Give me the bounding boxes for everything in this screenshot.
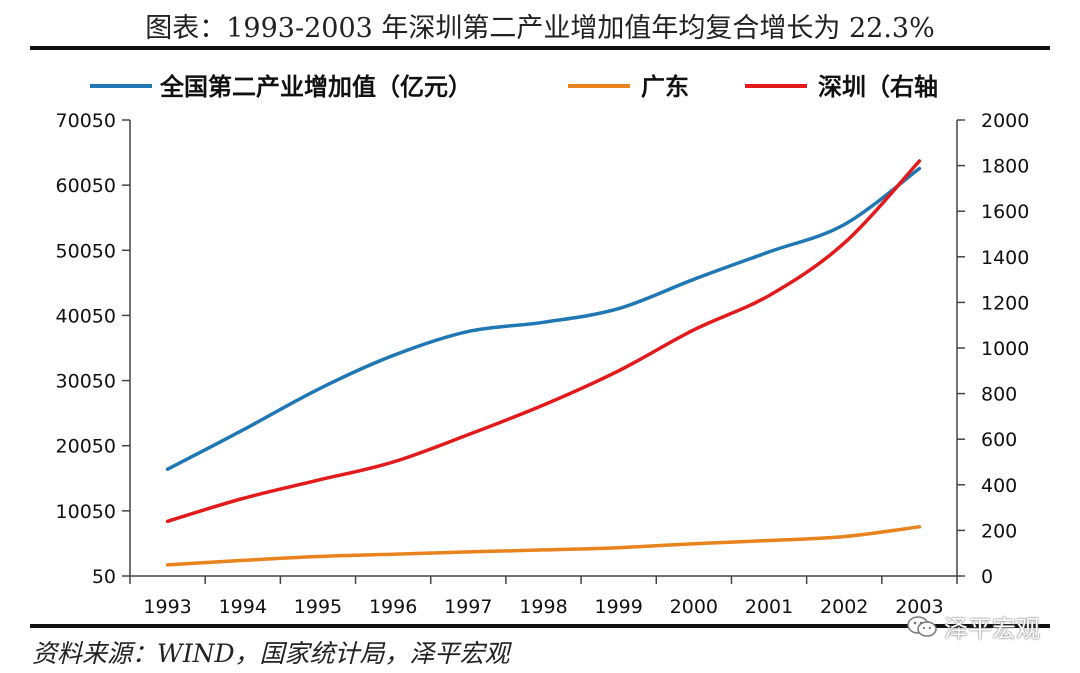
y-right-tick-label: 200 [981,520,1017,542]
legend-label: 广东 [641,73,689,101]
y-left-tick-label: 10050 [56,501,116,523]
x-tick-label: 2002 [820,596,868,618]
chart-title: 图表：1993-2003 年深圳第二产业增加值年均复合增长为 22.3% [145,13,935,44]
legend-item-guangdong: 广东 [568,73,689,101]
y-left-tick-label: 20050 [56,436,116,458]
y-left-tick-label: 60050 [56,175,116,197]
watermark: 泽平宏观 [906,609,1040,644]
y-left-tick-label: 50 [92,566,116,588]
legend-item-national: 全国第二产业增加值（亿元） [90,73,472,101]
x-tick-label: 2001 [745,596,793,618]
y-left-tick-label: 70050 [56,110,116,132]
y-left-tick-label: 50050 [56,240,116,262]
legend-label: 深圳（右轴 [818,73,938,101]
x-tick-label: 2000 [670,596,718,618]
y-right-tick-label: 2000 [981,110,1029,132]
axes: 50 10050 20050 30050 40050 50050 60050 70050 0 20… [56,110,1030,618]
x-tick-label: 1997 [444,596,492,618]
series-line-shenzhen [165,159,922,524]
legend: 全国第二产业增加值（亿元） 广东 深圳（右轴 [90,73,938,101]
watermark-text: 泽平宏观 [944,615,1040,643]
bottom-rule [30,624,1050,628]
y-left-tick-label: 30050 [56,371,116,393]
series-line-national [165,166,922,471]
y-right-tick-label: 1600 [981,201,1029,223]
wechat-icon [907,615,937,637]
y-right-tick-label: 600 [981,429,1017,451]
y-right-tick-label: 400 [981,475,1017,497]
x-tick-label: 1994 [219,596,267,618]
x-tick-label: 1998 [519,596,567,618]
y-right-tick-label: 800 [981,384,1017,406]
y-right-tick-label: 0 [981,566,993,588]
series-line-guangdong [165,525,922,567]
source-note: 资料来源：WIND，国家统计局，泽平宏观 [32,639,510,668]
y-left-tick-label: 40050 [56,305,116,327]
y-right-tick-label: 1000 [981,338,1029,360]
top-rule [30,46,1050,50]
x-tick-label: 2003 [895,596,943,618]
y-right-tick-label: 1400 [981,247,1029,269]
x-tick-label: 1993 [143,596,191,618]
legend-label: 全国第二产业增加值（亿元） [159,73,472,101]
x-tick-label: 1996 [369,596,417,618]
x-tick-label: 1999 [595,596,643,618]
series-lines [165,159,922,567]
legend-item-shenzhen: 深圳（右轴 [745,73,938,101]
y-right-tick-label: 1200 [981,292,1029,314]
y-right-tick-label: 1800 [981,156,1029,178]
x-tick-label: 1995 [294,596,342,618]
